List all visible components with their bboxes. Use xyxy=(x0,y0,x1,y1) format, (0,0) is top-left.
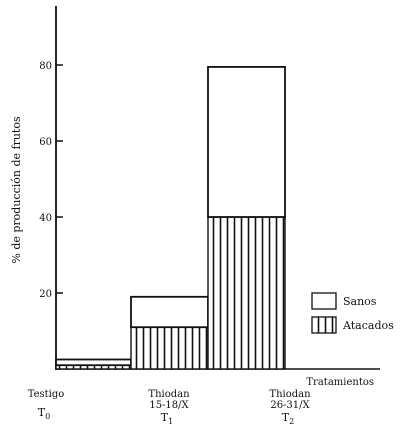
bars xyxy=(55,66,286,370)
legend: Sanos Atacados xyxy=(311,292,394,334)
category-label-2: Thiodan xyxy=(148,389,190,400)
category-sublabel-2: 15-18/X xyxy=(149,400,189,411)
category-code-3: T2 xyxy=(282,411,294,426)
legend-label-atacados: Atacados xyxy=(342,319,394,332)
legend-label-sanos: Sanos xyxy=(343,295,377,308)
legend-swatch-sanos xyxy=(311,292,337,310)
bar-atacados-2 xyxy=(130,326,209,370)
x-axis-label: Tratamientos xyxy=(306,377,374,388)
category-sublabel-3: 26-31/X xyxy=(270,400,310,411)
y-ticks: 20 40 60 80 xyxy=(39,61,63,300)
category-label-1: Testigo xyxy=(28,389,65,400)
bar-sanos-1 xyxy=(55,358,132,367)
y-tick-label-80: 80 xyxy=(39,61,52,72)
category-code-1: T0 xyxy=(38,406,50,421)
y-axis-label: % de producción de frutos xyxy=(10,116,23,264)
bar-sanos-3 xyxy=(207,66,286,218)
category-labels: TestigoT0Thiodan15-18/XT1Thiodan26-31/XT… xyxy=(28,389,311,426)
legend-swatch-atacados xyxy=(311,316,337,334)
bar-atacados-3 xyxy=(207,216,286,370)
y-tick-label-40: 40 xyxy=(39,213,52,224)
y-tick-label-60: 60 xyxy=(39,137,52,148)
y-tick-label-20: 20 xyxy=(39,289,52,300)
bar-sanos-2 xyxy=(130,295,209,329)
category-label-3: Thiodan xyxy=(269,389,311,400)
category-code-2: T1 xyxy=(161,411,173,426)
